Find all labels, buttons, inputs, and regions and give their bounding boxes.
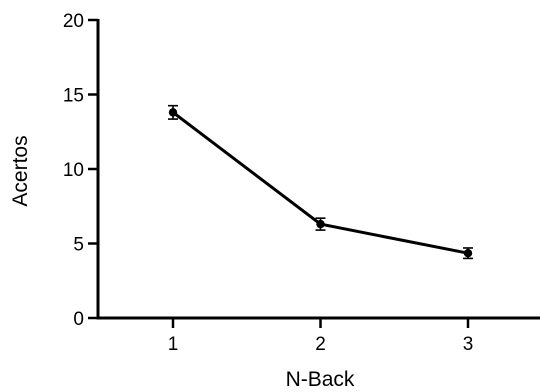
y-tick-label: 15 [63, 86, 84, 107]
series-line [172, 111, 469, 255]
y-tick-label: 20 [63, 11, 84, 32]
x-axis: 1 2 3 [96, 316, 540, 355]
x-tick-label: 3 [463, 334, 474, 355]
y-tick-label: 5 [73, 235, 84, 256]
x-tick-label: 2 [315, 334, 326, 355]
x-axis-title: N-Back [286, 368, 355, 391]
data-point [316, 219, 325, 229]
x-tick-label: 1 [168, 334, 179, 355]
series [168, 104, 473, 260]
y-tick-label: 0 [73, 309, 84, 330]
y-tick-label: 10 [63, 160, 84, 181]
y-axis: 0 5 10 15 20 [63, 11, 100, 330]
y-axis-title: Acertos [9, 135, 32, 206]
data-point [463, 248, 473, 258]
data-point [168, 108, 178, 117]
